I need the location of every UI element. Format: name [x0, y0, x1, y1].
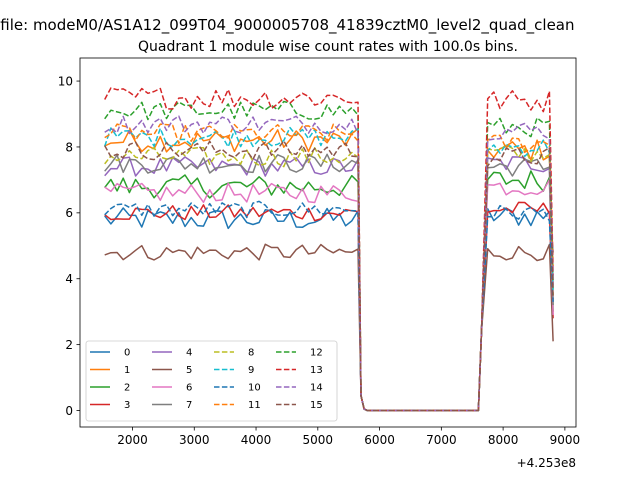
legend-label-10: 10 — [248, 383, 261, 394]
x-tick-label: 2000 — [117, 433, 148, 447]
legend-label-9: 9 — [248, 365, 254, 376]
x-tick-label: 7000 — [426, 433, 457, 447]
series-line-12 — [104, 100, 554, 412]
x-axis: 2000 3000 4000 5000 6000 7000 8000 9000 — [117, 427, 580, 447]
series-line-1 — [104, 128, 554, 412]
series-line-0 — [104, 207, 554, 412]
y-tick-label: 8 — [65, 140, 73, 154]
y-tick-label: 10 — [58, 74, 73, 88]
legend-label-8: 8 — [248, 348, 254, 359]
y-axis: 0 2 4 6 8 10 — [58, 74, 80, 418]
series-line-5 — [104, 243, 554, 412]
x-offset-label: +4.253e8 — [517, 456, 576, 470]
x-tick-label: 4000 — [241, 433, 272, 447]
y-tick-label: 0 — [65, 404, 73, 418]
series-line-8 — [104, 144, 554, 412]
legend-label-1: 1 — [124, 365, 130, 376]
series-line-3 — [104, 201, 554, 412]
x-tick-label: 6000 — [364, 433, 395, 447]
series-line-11 — [104, 123, 554, 412]
series-line-4 — [104, 156, 554, 412]
series-line-10 — [104, 200, 554, 412]
legend-label-14: 14 — [310, 383, 323, 394]
legend-label-5: 5 — [186, 365, 192, 376]
x-tick-label: 9000 — [550, 433, 581, 447]
legend-label-6: 6 — [186, 383, 192, 394]
y-tick-label: 6 — [65, 206, 73, 220]
legend-label-15: 15 — [310, 400, 323, 411]
legend-label-0: 0 — [124, 348, 130, 359]
legend-label-12: 12 — [310, 348, 323, 359]
legend-label-2: 2 — [124, 383, 130, 394]
series-line-2 — [104, 170, 554, 412]
series-line-13 — [104, 87, 554, 412]
legend-label-11: 11 — [248, 400, 261, 411]
axes-frame — [79, 57, 577, 428]
series-line-9 — [103, 126, 554, 412]
series-line-6 — [104, 178, 554, 412]
x-tick-label: 3000 — [179, 433, 210, 447]
x-tick-label: 8000 — [488, 433, 519, 447]
series-line-7 — [104, 153, 554, 412]
chart-title: Quadrant 1 module wise count rates with … — [138, 39, 518, 55]
x-tick-label: 5000 — [303, 433, 334, 447]
legend-label-13: 13 — [310, 365, 323, 376]
y-tick-label: 2 — [65, 338, 73, 352]
legend-box — [85, 340, 338, 422]
legend-label-3: 3 — [124, 400, 130, 411]
legend-label-7: 7 — [186, 400, 192, 411]
figure-suptitle: n file: modeM0/AS1A12_099T04_9000005708_… — [0, 16, 575, 35]
legend-label-4: 4 — [186, 348, 192, 359]
plot-area — [103, 87, 554, 412]
y-tick-label: 4 — [65, 272, 73, 286]
